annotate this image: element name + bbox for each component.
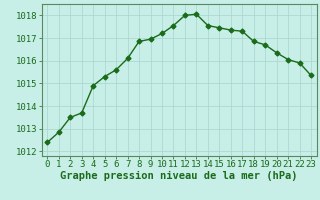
X-axis label: Graphe pression niveau de la mer (hPa): Graphe pression niveau de la mer (hPa) <box>60 171 298 181</box>
